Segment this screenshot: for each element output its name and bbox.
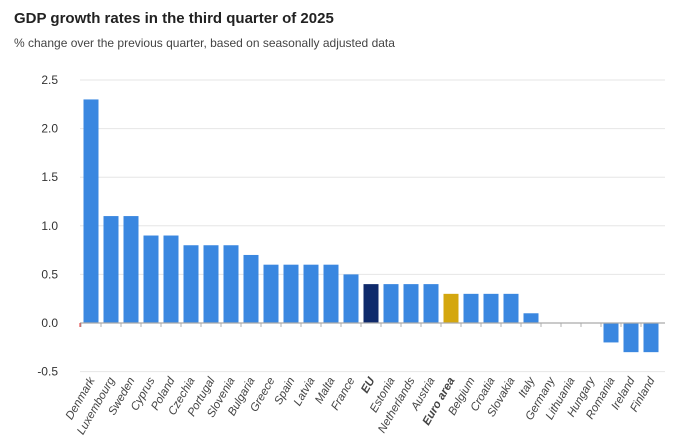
bar-euro-area <box>443 293 459 323</box>
x-tick-label: EU <box>359 375 378 395</box>
chart-title: GDP growth rates in the third quarter of… <box>14 10 334 27</box>
y-tick-label: 0.5 <box>41 267 58 281</box>
y-tick-label: 1.5 <box>41 170 58 184</box>
bar-belgium <box>463 293 479 323</box>
bar-austria <box>423 284 439 323</box>
bar-estonia <box>383 284 399 323</box>
bar-latvia <box>303 264 319 323</box>
x-tick-label: Latvia <box>292 376 318 409</box>
bar-bulgaria <box>243 254 259 323</box>
chart-subtitle: % change over the previous quarter, base… <box>14 36 395 50</box>
bar-cyprus <box>143 235 159 323</box>
bar-greece <box>263 264 279 323</box>
bar-malta <box>323 264 339 323</box>
y-tick-label: 0.0 <box>41 316 58 330</box>
bar-czechia <box>183 245 199 323</box>
bar-poland <box>163 235 179 323</box>
bar-netherlands <box>403 284 419 323</box>
bar-croatia <box>483 293 499 323</box>
y-tick-label: 2.0 <box>41 122 58 136</box>
bar-denmark <box>83 99 99 323</box>
y-tick-label: -0.5 <box>37 365 58 379</box>
bar-romania <box>603 323 619 343</box>
bar-luxembourg <box>103 216 119 323</box>
bar-slovakia <box>503 293 519 323</box>
bar-slovenia <box>223 245 239 323</box>
bar-spain <box>283 264 299 323</box>
bar-italy <box>523 313 539 323</box>
y-tick-label: 1.0 <box>41 219 58 233</box>
bar-finland <box>643 323 659 353</box>
y-tick-label: 2.5 <box>41 73 58 87</box>
bar-eu <box>363 284 379 323</box>
bar-portugal <box>203 245 219 323</box>
bar-france <box>343 274 359 323</box>
bar-ireland <box>623 323 639 353</box>
bar-sweden <box>123 216 139 323</box>
